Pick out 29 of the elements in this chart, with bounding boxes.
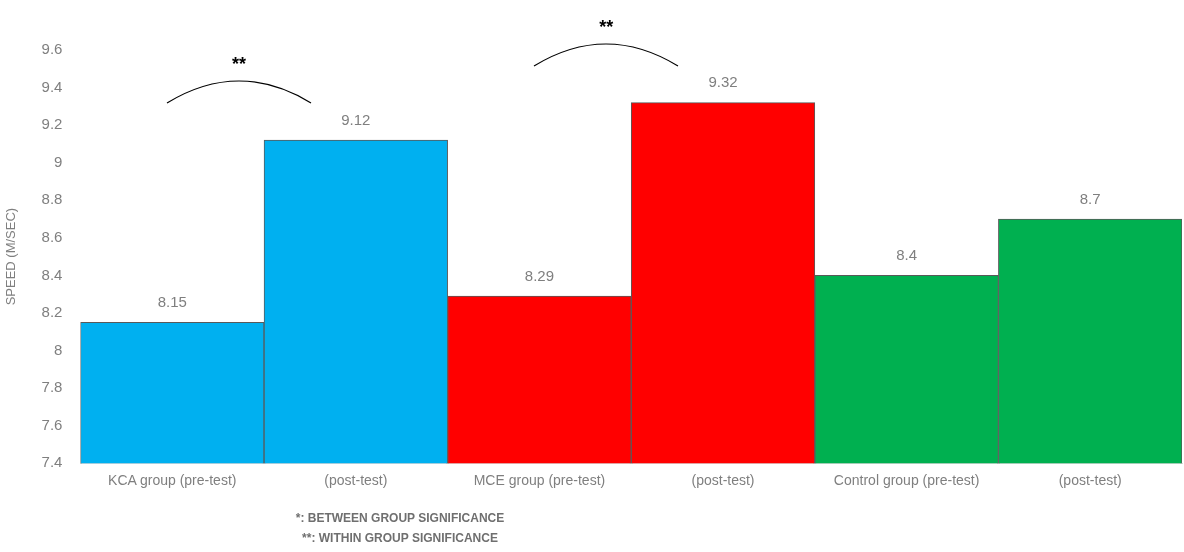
- y-tick-label: 8.4: [41, 265, 63, 283]
- data-label: 8.15: [157, 292, 187, 310]
- y-tick-label: 8.8: [41, 190, 63, 208]
- y-axis-title: SPEED (M/SEC): [3, 207, 19, 306]
- data-label: 9.12: [341, 110, 371, 128]
- x-tick-label: Control group (pre-test): [833, 472, 980, 489]
- y-tick-label: 8: [54, 340, 63, 358]
- y-tick-label: 7.4: [41, 453, 63, 471]
- x-tick-label: MCE group (pre-test): [473, 472, 606, 489]
- annotation: **: [231, 54, 248, 76]
- x-tick-label: (post-test): [691, 472, 755, 489]
- x-tick-label: KCA group (pre-test): [108, 472, 237, 489]
- y-tick-label: 9: [54, 152, 63, 170]
- data-label: 9.32: [708, 73, 738, 91]
- y-tick-label: 9.2: [41, 115, 63, 133]
- text: **: WITHIN GROUP SIGNIFICANCE: [301, 530, 499, 547]
- y-tick-label: 8.2: [41, 303, 63, 321]
- y-tick-label: 9.4: [41, 77, 63, 95]
- text: *: BETWEEN GROUP SIGNIFICANCE: [294, 510, 506, 527]
- data-label: 8.4: [896, 246, 918, 264]
- y-tick-label: 7.6: [41, 415, 63, 433]
- x-tick-label: (post-test): [1058, 472, 1122, 489]
- y-tick-label: 8.6: [41, 227, 63, 245]
- y-tick-label: 7.8: [41, 378, 63, 396]
- x-tick-label: (post-test): [324, 472, 388, 489]
- text: **: [598, 16, 615, 38]
- y-tick-label: 9.6: [41, 40, 63, 58]
- data-label: 8.7: [1079, 189, 1101, 207]
- data-label: 8.29: [524, 266, 555, 284]
